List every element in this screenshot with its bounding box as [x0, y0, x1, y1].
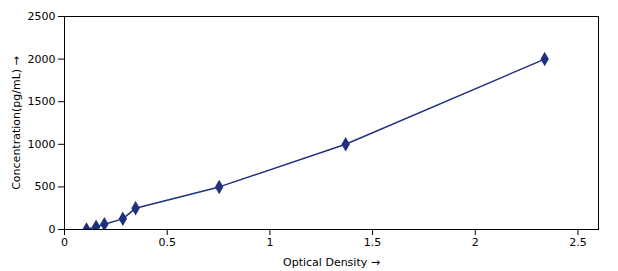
svg-text:500: 500 — [35, 180, 56, 193]
svg-text:2: 2 — [472, 236, 479, 249]
svg-text:2.5: 2.5 — [569, 236, 587, 249]
svg-text:0: 0 — [61, 236, 68, 249]
svg-text:1: 1 — [266, 236, 273, 249]
svg-text:0.5: 0.5 — [158, 236, 176, 249]
svg-text:2500: 2500 — [28, 10, 56, 23]
svg-text:Concentration(pg/mL) →: Concentration(pg/mL) → — [10, 56, 23, 190]
svg-text:1000: 1000 — [28, 138, 56, 151]
svg-text:0: 0 — [49, 223, 56, 236]
svg-text:1500: 1500 — [28, 95, 56, 108]
svg-text:1.5: 1.5 — [364, 236, 382, 249]
svg-text:2000: 2000 — [28, 53, 56, 66]
svg-text:Optical Density →: Optical Density → — [283, 256, 380, 269]
